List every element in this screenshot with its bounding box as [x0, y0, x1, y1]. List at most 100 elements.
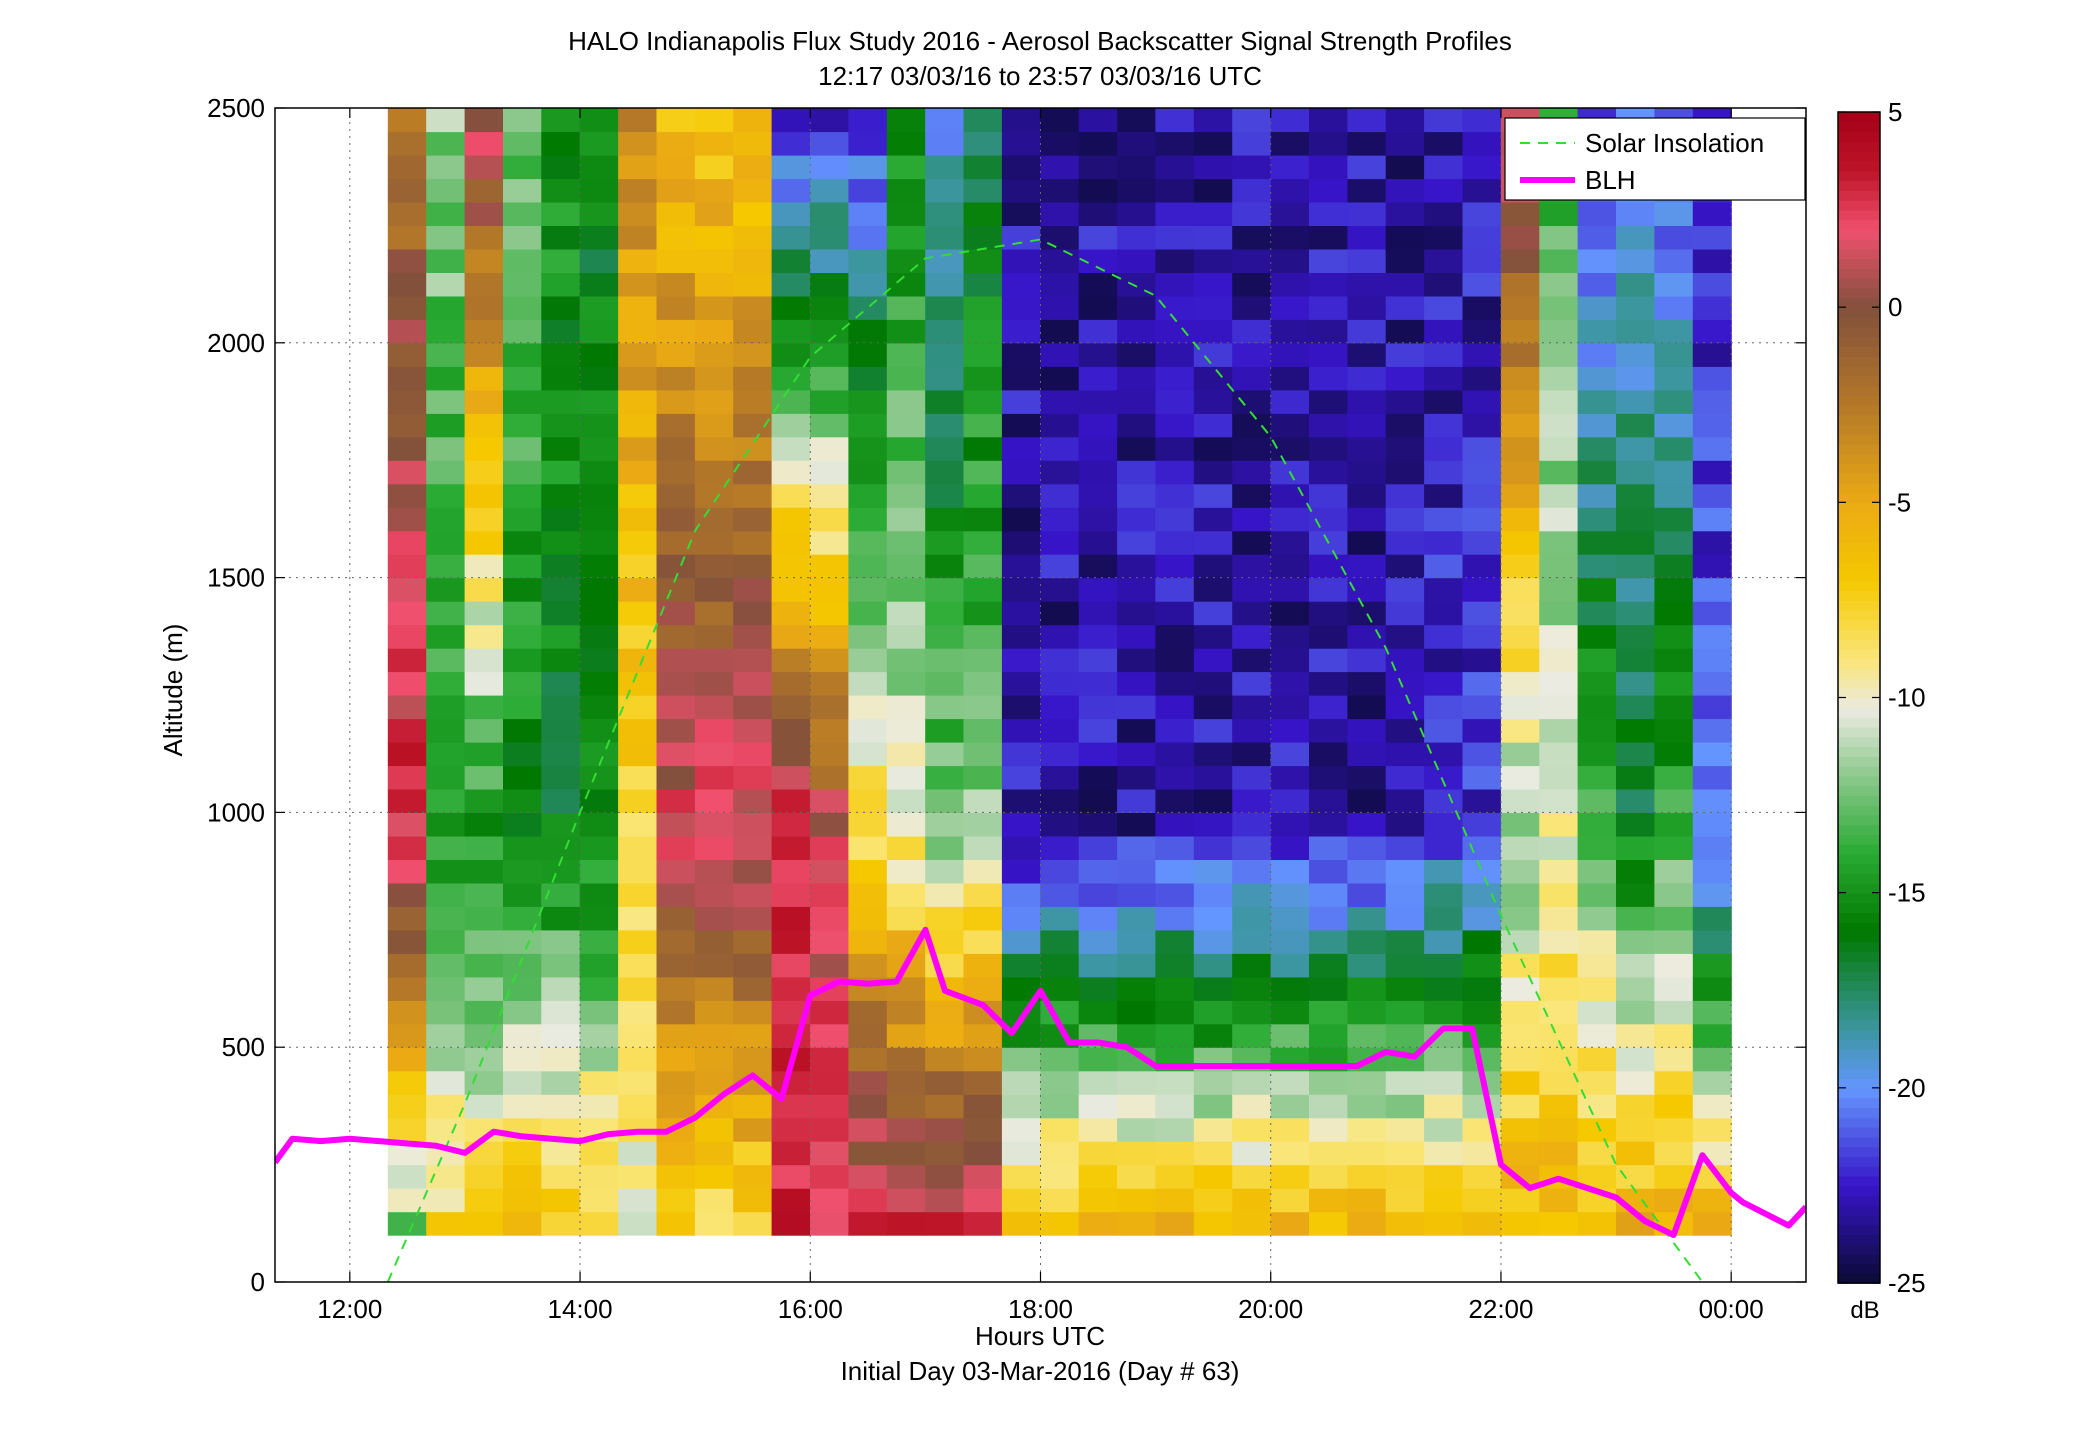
heatmap-cell: [1232, 413, 1272, 438]
heatmap-cell: [848, 1164, 888, 1189]
heatmap-cell: [886, 554, 926, 579]
heatmap-cell: [1347, 342, 1387, 367]
heatmap-cell: [1385, 1117, 1425, 1142]
heatmap-cell: [426, 178, 466, 203]
heatmap-cell: [1117, 742, 1157, 767]
heatmap-cell: [694, 1047, 734, 1072]
heatmap-cell: [1385, 1188, 1425, 1213]
heatmap-cell: [426, 601, 466, 626]
colorbar-segment: [1838, 1263, 1880, 1275]
heatmap-cell: [541, 1211, 581, 1236]
heatmap-cell: [1232, 389, 1272, 414]
heatmap-cell: [656, 835, 696, 860]
heatmap-cell: [1539, 929, 1579, 954]
heatmap-cell: [1078, 976, 1118, 1001]
heatmap-cell: [579, 131, 619, 156]
colorbar-segment: [1838, 687, 1880, 699]
heatmap-cell: [387, 601, 427, 626]
heatmap-cell: [541, 389, 581, 414]
heatmap-cell: [848, 906, 888, 931]
heatmap-cell: [387, 906, 427, 931]
heatmap-cell: [426, 976, 466, 1001]
heatmap-cell: [1654, 1164, 1694, 1189]
heatmap-cell: [1424, 272, 1464, 297]
heatmap-cell: [1692, 460, 1732, 485]
heatmap-cell: [1500, 624, 1540, 649]
heatmap-cell: [1385, 178, 1425, 203]
heatmap-cell: [1309, 201, 1348, 226]
heatmap-cell: [848, 319, 888, 344]
heatmap-cell: [1155, 178, 1195, 203]
heatmap-cell: [1385, 1023, 1425, 1048]
heatmap-cell: [464, 131, 504, 156]
colorbar-segment: [1838, 395, 1880, 406]
heatmap-cell: [1692, 765, 1732, 790]
heatmap-cell: [1193, 765, 1233, 790]
heatmap-cell: [1692, 859, 1732, 884]
heatmap-cell: [579, 272, 619, 297]
heatmap-cell: [925, 1023, 965, 1048]
heatmap-cell: [1001, 155, 1041, 180]
heatmap-cell: [656, 201, 696, 226]
heatmap-cell: [1347, 1164, 1387, 1189]
heatmap-cell: [387, 272, 427, 297]
heatmap-cell: [656, 483, 696, 508]
heatmap-cell: [925, 671, 965, 696]
heatmap-cell: [541, 131, 581, 156]
heatmap-cell: [1385, 436, 1425, 461]
heatmap-cell: [1155, 342, 1195, 367]
heatmap-cell: [618, 272, 658, 297]
heatmap-cell: [1692, 882, 1732, 907]
heatmap-cell: [886, 906, 926, 931]
heatmap-cell: [1270, 953, 1310, 978]
heatmap-cell: [1270, 225, 1310, 250]
heatmap-cell: [1692, 1094, 1732, 1119]
heatmap-cell: [579, 812, 619, 837]
heatmap-cell: [656, 953, 696, 978]
heatmap-cell: [963, 108, 1003, 133]
heatmap-cell: [1309, 648, 1348, 673]
heatmap-cell: [925, 507, 965, 532]
heatmap-cell: [1155, 718, 1195, 743]
heatmap-cell: [886, 295, 926, 320]
heatmap-cell: [1539, 319, 1579, 344]
heatmap-cell: [1001, 366, 1041, 391]
heatmap-cell: [1462, 1094, 1502, 1119]
heatmap-cell: [1078, 155, 1118, 180]
heatmap-cell: [1232, 225, 1272, 250]
heatmap-cell: [1155, 953, 1195, 978]
heatmap-cell: [579, 413, 619, 438]
heatmap-cell: [1539, 671, 1579, 696]
y-tick-label: 1500: [207, 563, 265, 593]
heatmap-cell: [1270, 319, 1310, 344]
heatmap-cell: [1040, 695, 1080, 720]
heatmap-cell: [1347, 530, 1387, 555]
heatmap-cell: [1424, 1188, 1464, 1213]
heatmap-cell: [1654, 1094, 1694, 1119]
heatmap-cell: [541, 248, 581, 273]
colorbar-segment: [1838, 756, 1880, 767]
heatmap-cell: [1385, 507, 1425, 532]
heatmap-cell: [387, 929, 427, 954]
heatmap-cell: [1462, 178, 1502, 203]
heatmap-cell: [810, 1188, 849, 1213]
heatmap-cell: [733, 1094, 773, 1119]
heatmap-cell: [1500, 882, 1540, 907]
heatmap-cell: [886, 413, 926, 438]
heatmap-cell: [656, 155, 696, 180]
heatmap-cell: [1193, 624, 1233, 649]
heatmap-cell: [1500, 1000, 1540, 1025]
heatmap-cell: [1193, 389, 1233, 414]
heatmap-cell: [1462, 108, 1502, 133]
heatmap-cell: [1347, 460, 1387, 485]
heatmap-cell: [1692, 436, 1732, 461]
heatmap-cell: [1577, 695, 1617, 720]
heatmap-cell: [618, 1164, 658, 1189]
heatmap-cell: [1232, 554, 1272, 579]
colorbar-segment: [1838, 375, 1880, 387]
heatmap-cell: [886, 1141, 926, 1166]
heatmap-cell: [886, 460, 926, 485]
heatmap-cell: [1462, 929, 1502, 954]
heatmap-cell: [387, 1117, 427, 1142]
